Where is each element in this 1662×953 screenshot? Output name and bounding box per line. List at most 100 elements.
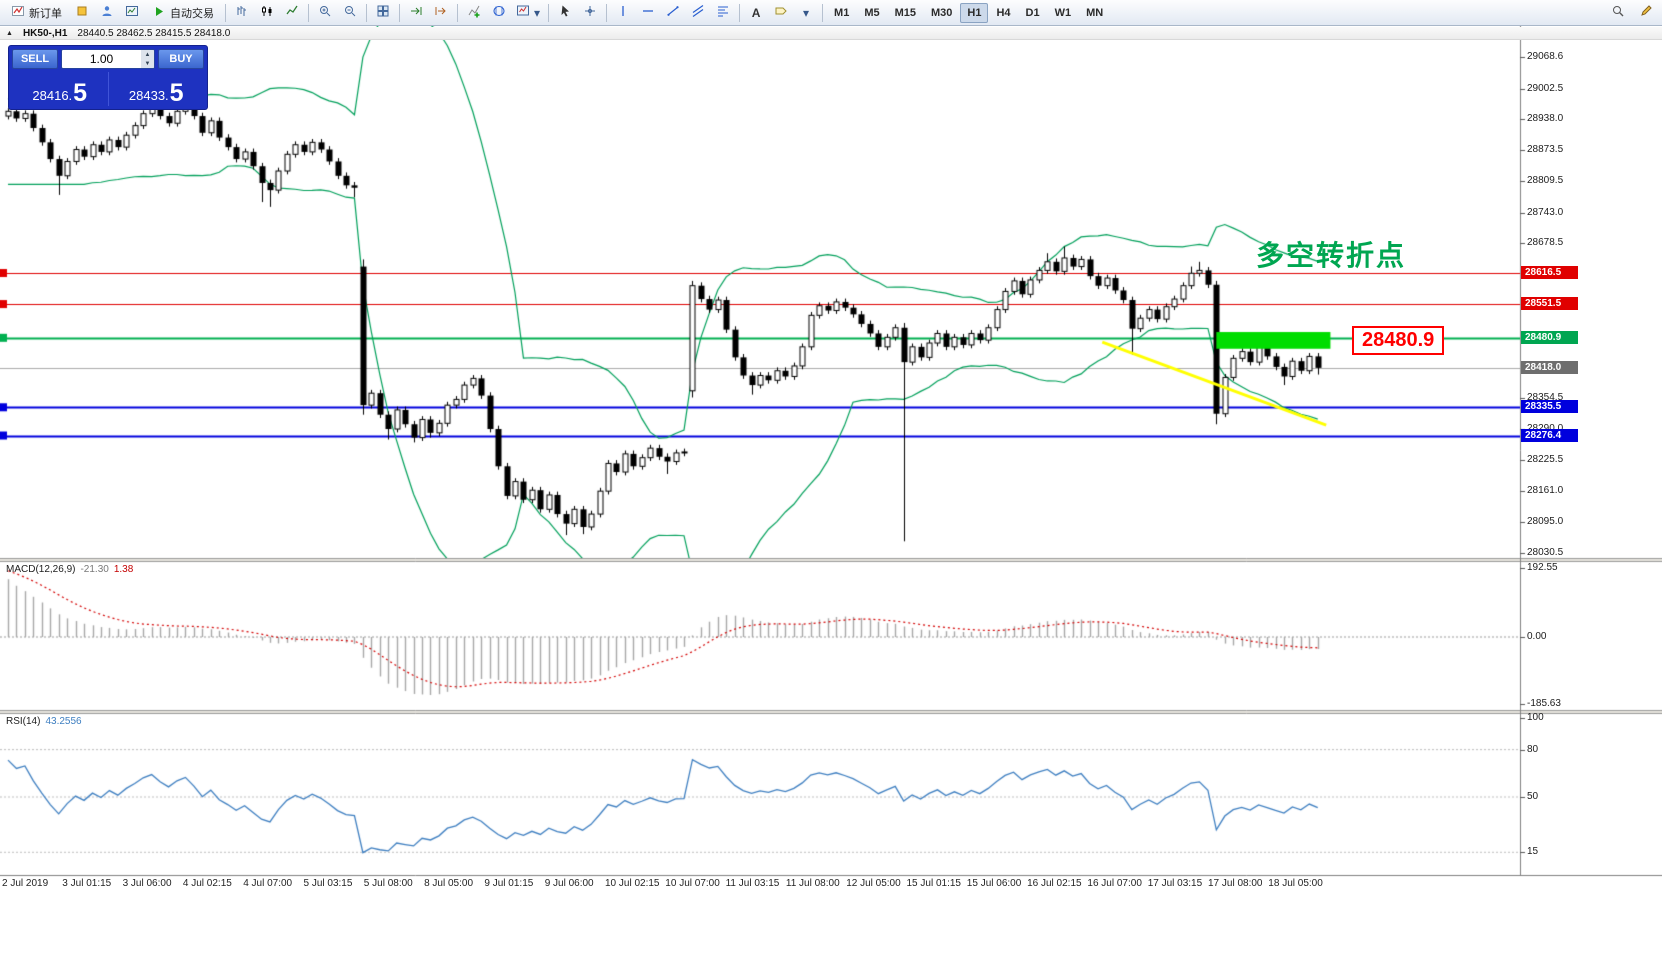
- zoom-in-button[interactable]: [313, 2, 337, 24]
- volume-input[interactable]: 1.00: [89, 52, 114, 66]
- chart-window-icon: [125, 4, 139, 21]
- price-tick-label: 28873.5: [1527, 144, 1564, 156]
- timeframe-w1[interactable]: W1: [1048, 3, 1079, 23]
- zoom-in-icon: [318, 4, 332, 21]
- fibonacci-icon: [716, 4, 730, 21]
- crosshair-icon: [583, 4, 597, 21]
- label-tool-button[interactable]: [769, 2, 793, 24]
- price-tick-label: 28030.5: [1527, 547, 1564, 559]
- toolbar-separator: [399, 3, 400, 22]
- time-axis-label: 4 Jul 07:00: [243, 878, 293, 889]
- line-chart-button[interactable]: [280, 2, 304, 24]
- price-tick-label: 28809.5: [1527, 174, 1564, 186]
- add-indicator-button[interactable]: [462, 2, 486, 24]
- tile-windows-button[interactable]: [371, 2, 395, 24]
- timeframe-m1[interactable]: M1: [827, 3, 856, 23]
- timeframe-h4[interactable]: H4: [989, 3, 1017, 23]
- toolbar-separator: [739, 3, 741, 22]
- price-tick-label: 28095.0: [1527, 516, 1564, 528]
- time-axis-label: 3 Jul 01:15: [62, 878, 112, 889]
- add-indicator-icon: [467, 4, 481, 21]
- timeframe-h1[interactable]: H1: [960, 2, 989, 23]
- zoom-out-button[interactable]: [338, 2, 362, 24]
- main-toolbar: 新订单 自动交易 ▾: [0, 0, 1662, 26]
- auto-scroll-button[interactable]: [404, 2, 428, 24]
- chart-window-button[interactable]: [120, 2, 144, 24]
- toolbar-separator: [548, 3, 550, 22]
- macd-scale-label: 192.55: [1527, 561, 1558, 573]
- toolbar-separator: [457, 3, 458, 22]
- pencil-icon: [1639, 4, 1653, 21]
- text-tool-button[interactable]: A: [744, 2, 768, 24]
- box-icon: [75, 4, 89, 21]
- time-axis-label: 11 Jul 03:15: [725, 878, 780, 889]
- horizontal-line-tool-button[interactable]: [636, 2, 660, 24]
- accounts-button[interactable]: [95, 2, 119, 24]
- horizontal-line-icon: [641, 4, 655, 21]
- toolbar-separator: [822, 3, 824, 22]
- time-axis-label: 9 Jul 06:00: [544, 878, 594, 889]
- candlestick-icon: [260, 4, 274, 21]
- zoom-out-icon: [343, 4, 357, 21]
- chevron-down-icon: ▾: [534, 5, 541, 20]
- rsi-name: RSI(14): [6, 716, 41, 727]
- rsi-indicator-label: RSI(14) 43.2556: [6, 716, 82, 727]
- volume-decrease-button[interactable]: ▼: [141, 59, 154, 68]
- timeframe-d1[interactable]: D1: [1019, 3, 1047, 23]
- price-tick-label: 28354.5: [1527, 392, 1564, 404]
- buy-button[interactable]: BUY: [158, 49, 204, 69]
- collapse-icon[interactable]: ▲: [6, 29, 13, 37]
- toolbar-separator: [225, 3, 226, 22]
- template-button[interactable]: ▾: [512, 2, 544, 24]
- timeframe-m30[interactable]: M30: [924, 3, 959, 23]
- timeframe-m15[interactable]: M15: [888, 3, 923, 23]
- trendline-tool-button[interactable]: [661, 2, 685, 24]
- time-axis-label: 12 Jul 05:00: [846, 878, 901, 889]
- cursor-tool-button[interactable]: [553, 2, 577, 24]
- chart-ohlc-values: 28440.5 28462.5 28415.5 28418.0: [77, 27, 231, 39]
- cycles-icon: [492, 4, 506, 21]
- trendline-icon: [666, 4, 680, 21]
- price-tick-label: 28678.5: [1527, 237, 1564, 249]
- macd-main-value: -21.30: [80, 564, 109, 575]
- rsi-scale-label: 100: [1527, 712, 1544, 723]
- play-icon: [152, 4, 166, 21]
- cycles-button[interactable]: [487, 2, 511, 24]
- timeframe-m5[interactable]: M5: [857, 3, 886, 23]
- time-axis-label: 10 Jul 07:00: [665, 878, 720, 889]
- search-button[interactable]: [1606, 2, 1630, 24]
- time-axis-label: 4 Jul 02:15: [182, 878, 232, 889]
- channel-icon: [691, 4, 705, 21]
- turning-point-annotation[interactable]: 多空转折点: [1256, 240, 1407, 271]
- macd-signal-value: 1.38: [113, 564, 134, 575]
- volume-increase-button[interactable]: ▲: [141, 50, 154, 59]
- fibonacci-tool-button[interactable]: [711, 2, 735, 24]
- edit-button[interactable]: [1634, 2, 1658, 24]
- time-axis-label: 18 Jul 05:00: [1268, 878, 1323, 889]
- market-watch-button[interactable]: [70, 2, 94, 24]
- rsi-scale-label: 50: [1527, 791, 1539, 802]
- candlestick-chart-button[interactable]: [255, 2, 279, 24]
- chart-shift-icon: [434, 4, 448, 21]
- autotrading-button[interactable]: 自动交易: [145, 2, 221, 24]
- price-callout[interactable]: 28480.9: [1352, 326, 1445, 355]
- price-tag-support-1: 28335.5: [1521, 400, 1578, 414]
- crosshair-tool-button[interactable]: [578, 2, 602, 24]
- price-tick-label: 28743.0: [1527, 206, 1564, 218]
- text-icon: A: [751, 5, 761, 20]
- chart-shift-button[interactable]: [429, 2, 453, 24]
- price-tag-support-2: 28276.4: [1521, 428, 1578, 442]
- rsi-scale-label: 15: [1527, 846, 1539, 858]
- vertical-line-tool-button[interactable]: [611, 2, 635, 24]
- shapes-menu-button[interactable]: ▾: [794, 2, 818, 24]
- buy-price: 28433. 5: [128, 79, 184, 107]
- macd-scale-label: -185.63: [1527, 697, 1561, 709]
- bar-chart-button[interactable]: [230, 2, 254, 24]
- time-axis-label: 15 Jul 01:15: [906, 878, 962, 889]
- channel-tool-button[interactable]: [686, 2, 710, 24]
- macd-scale-label: 0.00: [1527, 631, 1547, 642]
- timeframe-mn[interactable]: MN: [1079, 3, 1110, 23]
- sell-button[interactable]: SELL: [12, 49, 58, 69]
- new-order-button[interactable]: 新订单: [4, 2, 69, 24]
- chart-canvas[interactable]: [0, 26, 1662, 953]
